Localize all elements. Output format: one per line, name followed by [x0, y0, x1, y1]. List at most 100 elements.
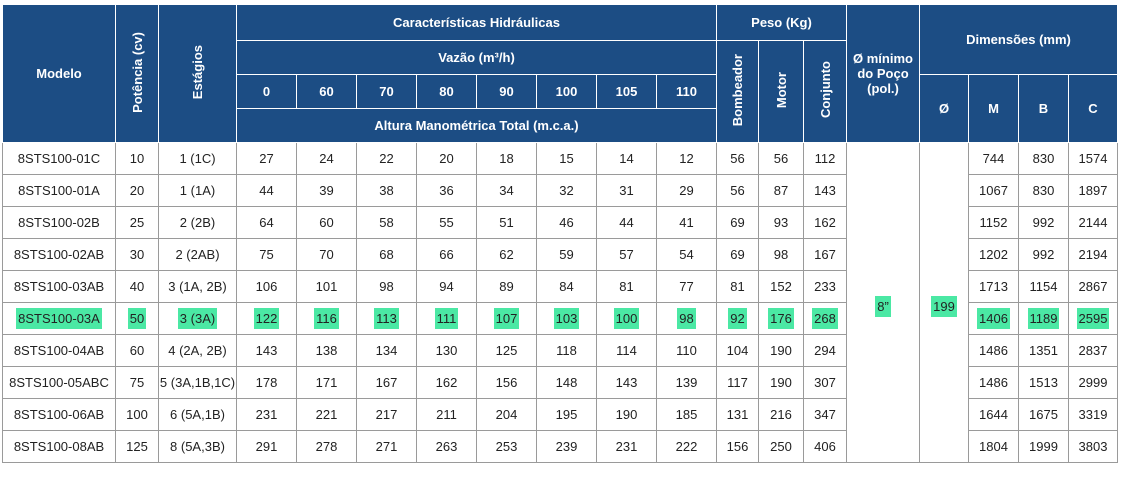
cell-estagios: 4 (2A, 2B) — [158, 334, 237, 367]
cell-bombeador-value: 131 — [726, 407, 749, 422]
cell-flow: 122 — [236, 302, 297, 335]
cell-modelo-value: 8STS100-05ABC — [9, 375, 109, 390]
cell-motor: 56 — [758, 142, 804, 175]
cell-estagios-value: 2 (2AB) — [175, 247, 220, 262]
cell-flow-value: 204 — [495, 407, 518, 422]
cell-estagios: 2 (2B) — [158, 206, 237, 239]
cell-bombeador-value: 56 — [730, 183, 745, 198]
cell-potencia-value: 40 — [129, 279, 145, 294]
cell-flow-value: 58 — [379, 215, 394, 230]
cell-potencia-value: 20 — [129, 183, 145, 198]
cell-motor-value: 56 — [773, 151, 789, 166]
cell-flow: 81 — [596, 270, 657, 303]
cell-flow-value: 107 — [493, 308, 520, 329]
cell-dim-c-value: 2837 — [1078, 343, 1108, 358]
cell-flow: 64 — [236, 206, 297, 239]
header-conjunto: Conjunto — [803, 40, 847, 143]
table-row: 8STS100-03A 50 3 (3A) 122 116 113 111 107 103 100… — [2, 302, 1118, 335]
cell-dim-b: 830 — [1018, 174, 1069, 207]
table-body: 8STS100-01C 10 1 (1C) 27 24 22 20 18 15 14 12 56 56 1… — [2, 142, 1118, 463]
cell-conjunto: 268 — [803, 302, 847, 335]
cell-estagios-value: 4 (2A, 2B) — [168, 343, 227, 358]
table-header: Modelo Potência (cv) Estágios Caracterís… — [2, 4, 1118, 143]
table-row: 8STS100-05ABC 75 5 (3A,1B,1C) 178 171 167 162 1… — [2, 366, 1118, 399]
cell-estagios: 3 (1A, 2B) — [158, 270, 237, 303]
cell-bombeador-value: 117 — [727, 375, 748, 390]
cell-potencia: 30 — [115, 238, 159, 271]
cell-flow-value: 221 — [315, 407, 338, 422]
cell-flow-value: 81 — [619, 279, 634, 294]
header-potencia: Potência (cv) — [115, 4, 159, 143]
cell-estagios-value: 1 (1A) — [179, 183, 216, 198]
cell-potencia: 100 — [115, 398, 159, 431]
cell-dim-m-value: 1713 — [979, 279, 1008, 294]
cell-flow: 204 — [476, 398, 537, 431]
cell-flow-value: 190 — [615, 407, 638, 422]
cell-flow: 46 — [536, 206, 597, 239]
cell-modelo: 8STS100-05ABC — [2, 366, 116, 399]
cell-motor: 98 — [758, 238, 804, 271]
cell-dim-m: 1202 — [968, 238, 1019, 271]
cell-flow-value: 38 — [379, 183, 394, 198]
cell-flow: 167 — [356, 366, 417, 399]
cell-motor: 152 — [758, 270, 804, 303]
cell-flow: 116 — [296, 302, 357, 335]
cell-flow: 221 — [296, 398, 357, 431]
header-modelo: Modelo — [2, 4, 116, 143]
cell-modelo: 8STS100-03AB — [2, 270, 116, 303]
cell-motor-value: 250 — [770, 439, 792, 454]
cell-flow-value: 171 — [315, 375, 338, 390]
cell-dim-b-value: 1154 — [1029, 279, 1058, 294]
cell-flow: 253 — [476, 430, 537, 463]
spec-table-wrapper: Modelo Potência (cv) Estágios Caracterís… — [2, 4, 1118, 463]
cell-potencia-value: 10 — [129, 151, 145, 166]
cell-estagios: 1 (1C) — [158, 142, 237, 175]
cell-flow-value: 70 — [319, 247, 334, 262]
cell-bombeador: 69 — [716, 206, 759, 239]
cell-dim-m: 1804 — [968, 430, 1019, 463]
cell-potencia-value: 100 — [126, 407, 148, 422]
cell-flow: 222 — [656, 430, 717, 463]
cell-flow-value: 94 — [439, 279, 454, 294]
cell-conjunto: 143 — [803, 174, 847, 207]
cell-dim-c-value: 2595 — [1076, 308, 1110, 329]
cell-flow: 98 — [656, 302, 717, 335]
cell-flow: 113 — [356, 302, 417, 335]
cell-estagios-value: 8 (5A,3B) — [170, 439, 225, 454]
cell-flow-value: 253 — [495, 439, 518, 454]
cell-motor-value: 87 — [773, 183, 789, 198]
cell-motor: 190 — [758, 334, 804, 367]
header-bombeador: Bombeador — [716, 40, 759, 143]
cell-flow-value: 59 — [559, 247, 574, 262]
cell-flow-value: 263 — [435, 439, 458, 454]
cell-dim-m: 1406 — [968, 302, 1019, 335]
cell-modelo-value: 8STS100-01C — [17, 151, 101, 166]
cell-flow-value: 134 — [375, 343, 398, 358]
cell-flow: 111 — [416, 302, 477, 335]
cell-potencia: 25 — [115, 206, 159, 239]
cell-flow-value: 60 — [319, 215, 334, 230]
cell-estagios: 2 (2AB) — [158, 238, 237, 271]
cell-estagios: 1 (1A) — [158, 174, 237, 207]
cell-potencia: 20 — [115, 174, 159, 207]
header-peso: Peso (Kg) — [716, 4, 847, 41]
cell-flow: 101 — [296, 270, 357, 303]
cell-flow: 68 — [356, 238, 417, 271]
cell-flow-value: 211 — [436, 407, 457, 422]
cell-bombeador: 117 — [716, 366, 759, 399]
cell-modelo: 8STS100-08AB — [2, 430, 116, 463]
cell-dim-c-value: 2194 — [1078, 247, 1108, 262]
cell-dim-c-value: 3319 — [1078, 407, 1108, 422]
cell-flow-value: 130 — [435, 343, 458, 358]
cell-flow: 171 — [296, 366, 357, 399]
cell-dim-c: 1897 — [1068, 174, 1118, 207]
cell-motor-value: 152 — [770, 279, 792, 294]
cell-flow-value: 116 — [314, 308, 339, 329]
cell-modelo: 8STS100-02AB — [2, 238, 116, 271]
cell-conjunto: 406 — [803, 430, 847, 463]
cell-flow-value: 143 — [255, 343, 278, 358]
header-dimensoes: Dimensões (mm) — [919, 4, 1118, 75]
cell-modelo-value: 8STS100-01A — [18, 183, 100, 198]
cell-flow: 231 — [596, 430, 657, 463]
cell-flow-value: 14 — [619, 151, 634, 166]
